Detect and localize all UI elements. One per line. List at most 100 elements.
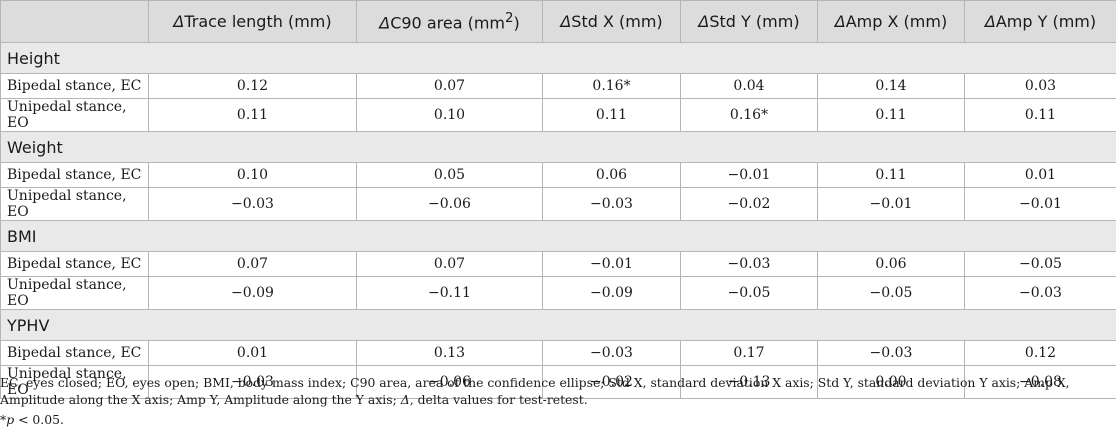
cell-std-x: −0.09 xyxy=(542,276,681,310)
section-title: YPHV xyxy=(0,309,1116,341)
header-c90-area: ΔC90 area (mm2) xyxy=(356,0,543,43)
header-c90-superscript: 2 xyxy=(505,10,514,26)
cell-c90-area: −0.06 xyxy=(356,365,543,399)
significance-star: * xyxy=(0,412,7,427)
cell-amp-x: 0.11 xyxy=(817,98,965,132)
row-label: Bipedal stance, EC xyxy=(0,162,149,188)
cell-c90-area: 0.07 xyxy=(356,251,543,277)
cell-std-y: −0.03 xyxy=(680,251,818,277)
delta-symbol: Δ xyxy=(834,12,846,31)
cell-std-x: −0.01 xyxy=(542,251,681,277)
cell-std-x: 0.16* xyxy=(542,73,681,99)
row-label: Unipedal stance, EO xyxy=(0,276,149,310)
section-row-yphv: YPHV xyxy=(0,309,1116,341)
results-table-container: ΔTrace length (mm) ΔC90 area (mm2) ΔStd … xyxy=(0,0,1116,399)
delta-symbol: Δ xyxy=(698,12,710,31)
cell-amp-y: −0.05 xyxy=(964,251,1116,277)
results-table: ΔTrace length (mm) ΔC90 area (mm2) ΔStd … xyxy=(0,0,1116,399)
table-header: ΔTrace length (mm) ΔC90 area (mm2) ΔStd … xyxy=(0,0,1116,43)
cell-std-y: −0.13 xyxy=(680,365,818,399)
row-label: Bipedal stance, EC xyxy=(0,73,149,99)
section-title: BMI xyxy=(0,220,1116,252)
cell-amp-x: −0.01 xyxy=(817,187,965,221)
cell-amp-y: −0.01 xyxy=(964,187,1116,221)
table-row: Bipedal stance, EC 0.01 0.13 −0.03 0.17 … xyxy=(0,340,1116,366)
header-c90-label: C90 area (mm xyxy=(390,13,505,33)
table-footnote: EC, eyes closed; EO, eyes open; BMI, bod… xyxy=(0,374,1110,428)
cell-trace-length: 0.01 xyxy=(148,340,357,366)
cell-amp-y: 0.12 xyxy=(964,340,1116,366)
abbreviations-text: EC, eyes closed; EO, eyes open; BMI, bod… xyxy=(0,375,1070,407)
header-std-x: ΔStd X (mm) xyxy=(542,0,681,43)
delta-symbol: Δ xyxy=(560,12,572,31)
section-row-bmi: BMI xyxy=(0,220,1116,252)
cell-std-y: −0.02 xyxy=(680,187,818,221)
delta-symbol: Δ xyxy=(379,13,391,33)
section-row-height: Height xyxy=(0,42,1116,74)
row-label: Unipedal stance, EO xyxy=(0,365,149,399)
header-c90-close: ) xyxy=(513,13,520,33)
header-ampx-label: Amp X (mm) xyxy=(845,12,948,31)
cell-trace-length: −0.09 xyxy=(148,276,357,310)
cell-std-y: 0.16* xyxy=(680,98,818,132)
cell-c90-area: −0.11 xyxy=(356,276,543,310)
significance-threshold: < 0.05. xyxy=(14,412,64,427)
cell-amp-y: −0.08 xyxy=(964,365,1116,399)
cell-amp-y: 0.01 xyxy=(964,162,1116,188)
table-row: Unipedal stance, EO −0.03 −0.06 −0.03 −0… xyxy=(0,187,1116,221)
abbreviations-delta-text: , delta values for test-retest. xyxy=(409,392,588,407)
cell-c90-area: 0.10 xyxy=(356,98,543,132)
significance-note: *p < 0.05. xyxy=(0,411,1110,428)
table-row: Unipedal stance, EO −0.09 −0.11 −0.09 −0… xyxy=(0,276,1116,310)
cell-c90-area: 0.05 xyxy=(356,162,543,188)
cell-std-y: 0.17 xyxy=(680,340,818,366)
cell-std-y: 0.04 xyxy=(680,73,818,99)
cell-amp-x: −0.03 xyxy=(817,340,965,366)
cell-std-x: −0.03 xyxy=(542,187,681,221)
delta-symbol: Δ xyxy=(984,12,996,31)
cell-std-x: 0.06 xyxy=(542,162,681,188)
header-row: ΔTrace length (mm) ΔC90 area (mm2) ΔStd … xyxy=(0,0,1116,43)
table-row: Bipedal stance, EC 0.12 0.07 0.16* 0.04 … xyxy=(0,73,1116,99)
section-title: Height xyxy=(0,42,1116,74)
cell-std-x: −0.03 xyxy=(542,340,681,366)
cell-trace-length: 0.11 xyxy=(148,98,357,132)
header-std-y: ΔStd Y (mm) xyxy=(680,0,818,43)
cell-amp-x: 0.00 xyxy=(817,365,965,399)
row-label: Unipedal stance, EO xyxy=(0,98,149,132)
table-row: Unipedal stance, EO 0.11 0.10 0.11 0.16*… xyxy=(0,98,1116,132)
header-amp-y: ΔAmp Y (mm) xyxy=(964,0,1116,43)
p-symbol: p xyxy=(6,412,15,427)
cell-c90-area: 0.07 xyxy=(356,73,543,99)
section-title: Weight xyxy=(0,131,1116,163)
header-corner-cell xyxy=(0,0,149,43)
table-body: Height Bipedal stance, EC 0.12 0.07 0.16… xyxy=(0,42,1116,399)
cell-trace-length: 0.10 xyxy=(148,162,357,188)
cell-std-x: 0.11 xyxy=(542,98,681,132)
cell-trace-length: 0.07 xyxy=(148,251,357,277)
delta-symbol: Δ xyxy=(173,12,185,31)
cell-trace-length: 0.12 xyxy=(148,73,357,99)
header-ampy-label: Amp Y (mm) xyxy=(995,12,1097,31)
abbreviations-note: EC, eyes closed; EO, eyes open; BMI, bod… xyxy=(0,374,1110,408)
header-trace-label: Trace length (mm) xyxy=(184,12,332,31)
header-stdx-label: Std X (mm) xyxy=(571,12,663,31)
cell-trace-length: −0.03 xyxy=(148,365,357,399)
header-stdy-label: Std Y (mm) xyxy=(709,12,800,31)
table-row: Unipedal stance, EO −0.03 −0.06 −0.02 −0… xyxy=(0,365,1116,399)
cell-amp-x: 0.06 xyxy=(817,251,965,277)
table-row: Bipedal stance, EC 0.10 0.05 0.06 −0.01 … xyxy=(0,162,1116,188)
cell-trace-length: −0.03 xyxy=(148,187,357,221)
table-row: Bipedal stance, EC 0.07 0.07 −0.01 −0.03… xyxy=(0,251,1116,277)
cell-c90-area: 0.13 xyxy=(356,340,543,366)
row-label: Bipedal stance, EC xyxy=(0,251,149,277)
cell-amp-x: −0.05 xyxy=(817,276,965,310)
cell-amp-y: 0.11 xyxy=(964,98,1116,132)
header-amp-x: ΔAmp X (mm) xyxy=(817,0,965,43)
cell-std-x: −0.02 xyxy=(542,365,681,399)
cell-c90-area: −0.06 xyxy=(356,187,543,221)
row-label: Unipedal stance, EO xyxy=(0,187,149,221)
header-trace-length: ΔTrace length (mm) xyxy=(148,0,357,43)
row-label: Bipedal stance, EC xyxy=(0,340,149,366)
cell-std-y: −0.01 xyxy=(680,162,818,188)
